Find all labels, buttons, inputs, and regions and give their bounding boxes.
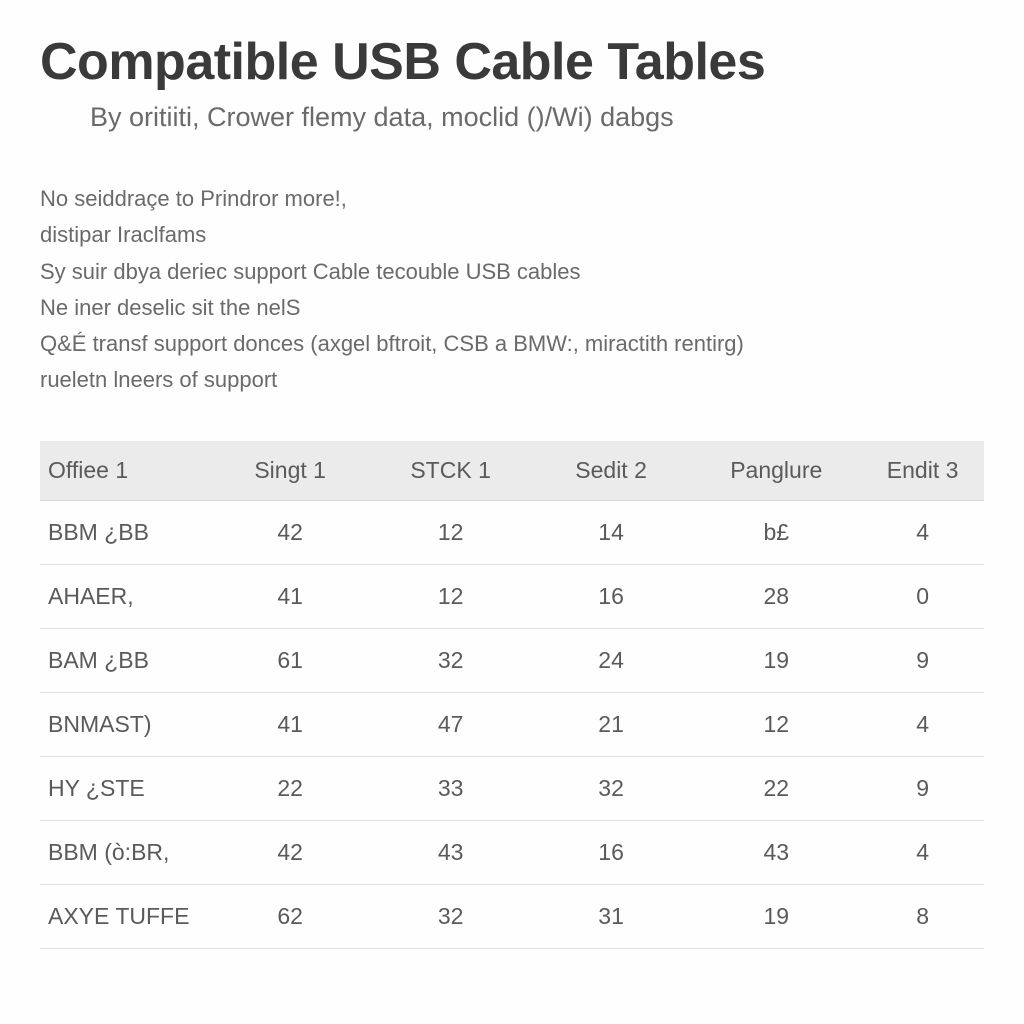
cell: 14 <box>531 500 691 564</box>
cell: 19 <box>691 884 861 948</box>
cell: 41 <box>210 692 370 756</box>
cell: BNMAST) <box>40 692 210 756</box>
table-row: HY ¿STE 22 33 32 22 9 <box>40 756 984 820</box>
table-row: BBM (ò:BR, 42 43 16 43 4 <box>40 820 984 884</box>
cell: 0 <box>861 564 984 628</box>
cell: 12 <box>370 500 530 564</box>
cell: BBM (ò:BR, <box>40 820 210 884</box>
note-line: distipar Iraclfams <box>40 217 984 253</box>
cell: 28 <box>691 564 861 628</box>
cell: 42 <box>210 500 370 564</box>
cell: 32 <box>531 756 691 820</box>
note-line: Q&É transf support donces (axgel bftroit… <box>40 326 984 362</box>
notes-block: No seiddraçe to Prindror more!, distipar… <box>40 181 984 399</box>
cell: 43 <box>370 820 530 884</box>
table-row: AXYE TUFFE 62 32 31 19 8 <box>40 884 984 948</box>
cell: 9 <box>861 628 984 692</box>
cell: AHAER, <box>40 564 210 628</box>
cell: BAM ¿BB <box>40 628 210 692</box>
cell: 16 <box>531 820 691 884</box>
col-header: Panglure <box>691 441 861 501</box>
cell: AXYE TUFFE <box>40 884 210 948</box>
cell: 16 <box>531 564 691 628</box>
cell: 12 <box>691 692 861 756</box>
cell: 9 <box>861 756 984 820</box>
cell: 62 <box>210 884 370 948</box>
col-header: Offiee 1 <box>40 441 210 501</box>
cell: 24 <box>531 628 691 692</box>
note-line: No seiddraçe to Prindror more!, <box>40 181 984 217</box>
cell: BBM ¿BB <box>40 500 210 564</box>
cell: 4 <box>861 820 984 884</box>
page-subtitle: By oritiiti, Crower flemy data, moclid (… <box>90 102 984 133</box>
col-header: Endit 3 <box>861 441 984 501</box>
cell: 41 <box>210 564 370 628</box>
cell: 22 <box>210 756 370 820</box>
cell: 4 <box>861 692 984 756</box>
cell: 19 <box>691 628 861 692</box>
table-row: BNMAST) 41 47 21 12 4 <box>40 692 984 756</box>
cell: 8 <box>861 884 984 948</box>
col-header: Sedit 2 <box>531 441 691 501</box>
cell: 12 <box>370 564 530 628</box>
cell: b£ <box>691 500 861 564</box>
col-header: Singt 1 <box>210 441 370 501</box>
cell: 43 <box>691 820 861 884</box>
cell: 61 <box>210 628 370 692</box>
page-title: Compatible USB Cable Tables <box>40 32 984 92</box>
usb-cable-table: Offiee 1 Singt 1 STCK 1 Sedit 2 Panglure… <box>40 441 984 949</box>
table-row: BAM ¿BB 61 32 24 19 9 <box>40 628 984 692</box>
cell: 21 <box>531 692 691 756</box>
note-line: Ne iner deselic sit the nelS <box>40 290 984 326</box>
cell: 31 <box>531 884 691 948</box>
col-header: STCK 1 <box>370 441 530 501</box>
note-line: rueletn lneers of support <box>40 362 984 398</box>
cell: 33 <box>370 756 530 820</box>
note-line: Sy suir dbya deriec support Cable tecoub… <box>40 254 984 290</box>
table-row: AHAER, 41 12 16 28 0 <box>40 564 984 628</box>
cell: 42 <box>210 820 370 884</box>
cell: HY ¿STE <box>40 756 210 820</box>
cell: 32 <box>370 628 530 692</box>
table-header-row: Offiee 1 Singt 1 STCK 1 Sedit 2 Panglure… <box>40 441 984 501</box>
cell: 22 <box>691 756 861 820</box>
cell: 4 <box>861 500 984 564</box>
cell: 32 <box>370 884 530 948</box>
table-row: BBM ¿BB 42 12 14 b£ 4 <box>40 500 984 564</box>
cell: 47 <box>370 692 530 756</box>
